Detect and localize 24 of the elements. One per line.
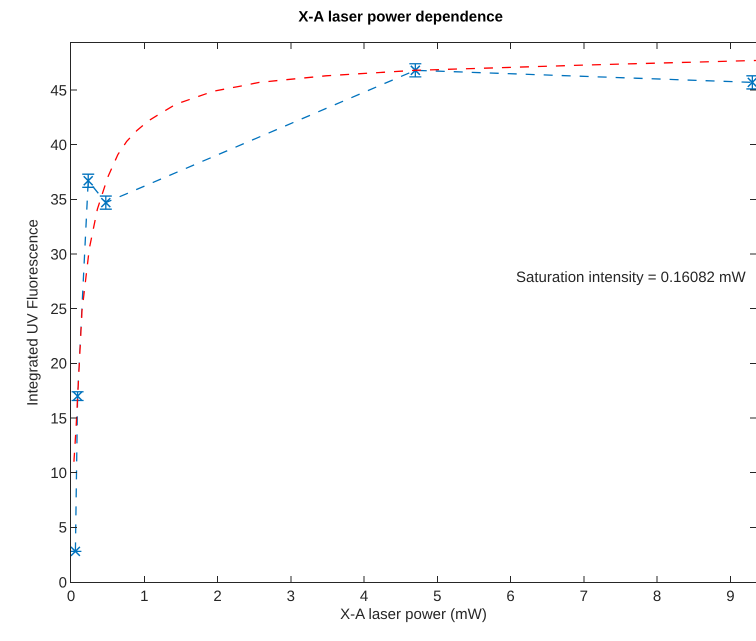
x-tick-label: 3 <box>286 588 295 605</box>
x-tick-label: 6 <box>506 588 515 605</box>
x-tick-label: 2 <box>213 588 222 605</box>
y-tick-label: 15 <box>50 410 67 428</box>
y-tick-label: 40 <box>50 136 67 154</box>
y-tick-label: 35 <box>50 192 67 209</box>
y-tick-label: 5 <box>58 520 67 537</box>
chart-title: X-A laser power dependence <box>298 8 503 26</box>
x-tick-label: 7 <box>580 588 588 605</box>
x-tick-label: 8 <box>652 588 662 605</box>
x-tick-label: 9 <box>726 588 735 605</box>
x-tick-label: 5 <box>433 588 442 605</box>
y-tick-label: 25 <box>50 300 67 318</box>
y-tick-label: 30 <box>50 246 67 264</box>
annotation: Saturation intensity = 0.16082 mW <box>516 269 747 286</box>
line-series <box>73 60 756 462</box>
y-tick-label: 0 <box>58 574 67 592</box>
y-tick-label: 45 <box>50 82 67 100</box>
x-tick-label: 1 <box>140 588 148 605</box>
y-axis-title: Integrated UV Fluorescence <box>24 219 42 406</box>
y-tick-label: 20 <box>50 356 67 373</box>
x-tick-label: 4 <box>360 588 368 605</box>
x-axis-title: X-A laser power (mW) <box>340 606 487 623</box>
y-tick-label: 10 <box>50 464 67 482</box>
